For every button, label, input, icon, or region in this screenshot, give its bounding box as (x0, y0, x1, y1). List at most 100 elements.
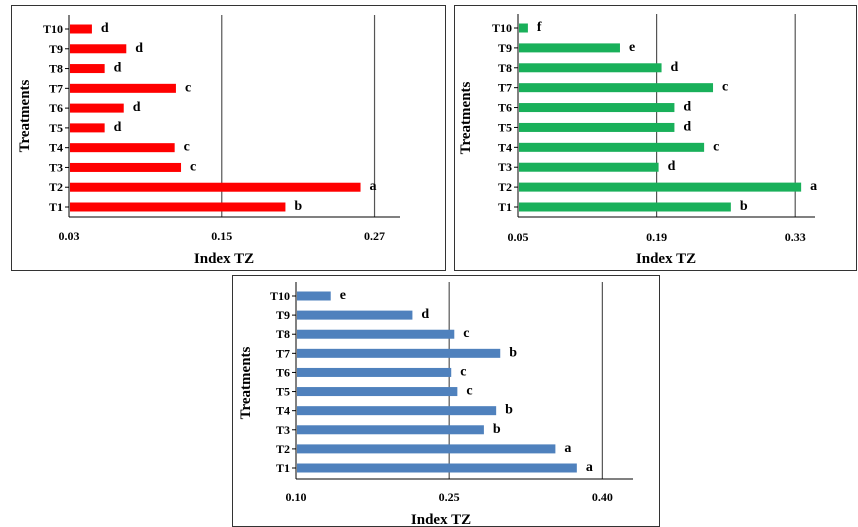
significance-letter: b (294, 199, 302, 214)
category-label: T4 (498, 140, 512, 154)
x-tick-label: 0.05 (508, 230, 529, 244)
bar (519, 83, 714, 93)
category-label: T9 (498, 41, 512, 55)
bar (297, 367, 452, 377)
significance-letter: d (668, 159, 676, 174)
bar (70, 44, 127, 54)
bar (519, 23, 528, 33)
y-axis-label: Treatments (17, 79, 33, 152)
category-label: T7 (49, 81, 63, 95)
bar (519, 43, 620, 53)
significance-letter: b (493, 422, 501, 437)
x-tick-label: 0.33 (785, 230, 806, 244)
category-label: T1 (276, 461, 290, 475)
bar (70, 162, 182, 172)
significance-letter: d (671, 60, 679, 75)
category-label: T5 (276, 385, 290, 399)
category-label: T2 (276, 442, 290, 456)
bar (297, 329, 455, 339)
significance-letter: d (101, 21, 109, 36)
x-tick-label: 0.27 (364, 229, 385, 243)
category-label: T3 (498, 160, 512, 174)
chart-3: T1 a T2 a T3 b T4 b T5 c T6 c T7 b T8 c T9 d T10 e 0.10 0.25 0… (238, 282, 633, 526)
category-label: T1 (498, 200, 512, 214)
category-label: T9 (276, 308, 290, 322)
category-label: T10 (492, 21, 512, 35)
bar (519, 103, 675, 113)
bar (519, 63, 662, 73)
significance-letter: d (683, 119, 691, 134)
x-tick-label: 0.15 (211, 229, 232, 243)
significance-letter: a (586, 460, 593, 475)
bar (297, 444, 556, 454)
category-label: T4 (276, 404, 290, 418)
category-label: T10 (43, 22, 63, 36)
significance-letter: d (133, 100, 141, 115)
significance-letter: c (460, 364, 466, 379)
significance-letter: f (537, 20, 542, 35)
bar (70, 103, 124, 113)
category-label: T2 (49, 180, 63, 194)
significance-letter: c (184, 140, 190, 155)
significance-letter: b (505, 403, 513, 418)
x-tick-label: 0.40 (592, 490, 613, 504)
bar (297, 387, 458, 397)
significance-letter: d (114, 120, 122, 135)
category-label: T6 (276, 365, 290, 379)
chart-panel-3: T1 a T2 a T3 b T4 b T5 c T6 c T7 b T8 c T9 d T10 e 0.10 0.25 0… (232, 275, 660, 527)
chart-2: T1 b T2 a T3 d T4 c T5 d T6 d T7 c T8 d T9 e T10 f 0.05 0.19 0… (458, 14, 817, 267)
chart-1: T1 b T2 a T3 c T4 c T5 d T6 d T7 c T8 d T9 d T10 d 0.03 0.15 0… (17, 15, 400, 267)
bar (70, 182, 361, 192)
category-label: T6 (498, 101, 512, 115)
significance-letter: d (114, 61, 122, 76)
bar (519, 162, 659, 172)
chart-panel-1: T1 b T2 a T3 c T4 c T5 d T6 d T7 c T8 d T9 d T10 d 0.03 0.15 0… (11, 5, 446, 271)
significance-letter: a (370, 179, 377, 194)
category-label: T2 (498, 180, 512, 194)
significance-letter: c (713, 139, 719, 154)
category-label: T9 (49, 42, 63, 56)
x-tick-label: 0.03 (59, 229, 80, 243)
x-axis-label: Index TZ (411, 512, 471, 526)
y-axis-label: Treatments (238, 346, 254, 419)
bar (70, 143, 175, 153)
y-axis-label: Treatments (458, 81, 474, 154)
category-label: T8 (276, 327, 290, 341)
category-label: T1 (49, 200, 63, 214)
bar (70, 123, 105, 133)
category-label: T5 (49, 121, 63, 135)
bar (519, 202, 731, 212)
bar (70, 64, 105, 74)
chart-panel-2: T1 b T2 a T3 d T4 c T5 d T6 d T7 c T8 d T9 e T10 f 0.05 0.19 0… (454, 5, 857, 271)
bar (297, 425, 484, 435)
significance-letter: c (190, 159, 196, 174)
significance-letter: b (509, 345, 517, 360)
x-axis-label: Index TZ (636, 251, 696, 267)
significance-letter: e (629, 40, 635, 55)
category-label: T7 (276, 346, 290, 360)
bar (297, 310, 413, 320)
x-axis-label: Index TZ (194, 251, 254, 267)
category-label: T3 (276, 423, 290, 437)
category-label: T7 (498, 81, 512, 95)
category-label: T4 (49, 141, 63, 155)
bar (70, 202, 286, 212)
significance-letter: c (722, 80, 728, 95)
bar (519, 182, 802, 192)
bar (70, 83, 176, 93)
significance-letter: c (466, 384, 472, 399)
significance-letter: e (340, 288, 346, 303)
significance-letter: d (683, 100, 691, 115)
bar (519, 122, 675, 132)
bar (297, 291, 331, 301)
significance-letter: a (564, 441, 571, 456)
bar (297, 406, 497, 416)
category-label: T8 (49, 62, 63, 76)
significance-letter: c (185, 80, 191, 95)
category-label: T6 (49, 101, 63, 115)
significance-letter: a (810, 179, 817, 194)
significance-letter: d (135, 41, 143, 56)
significance-letter: c (463, 326, 469, 341)
bar (519, 142, 705, 152)
bar (297, 463, 577, 473)
